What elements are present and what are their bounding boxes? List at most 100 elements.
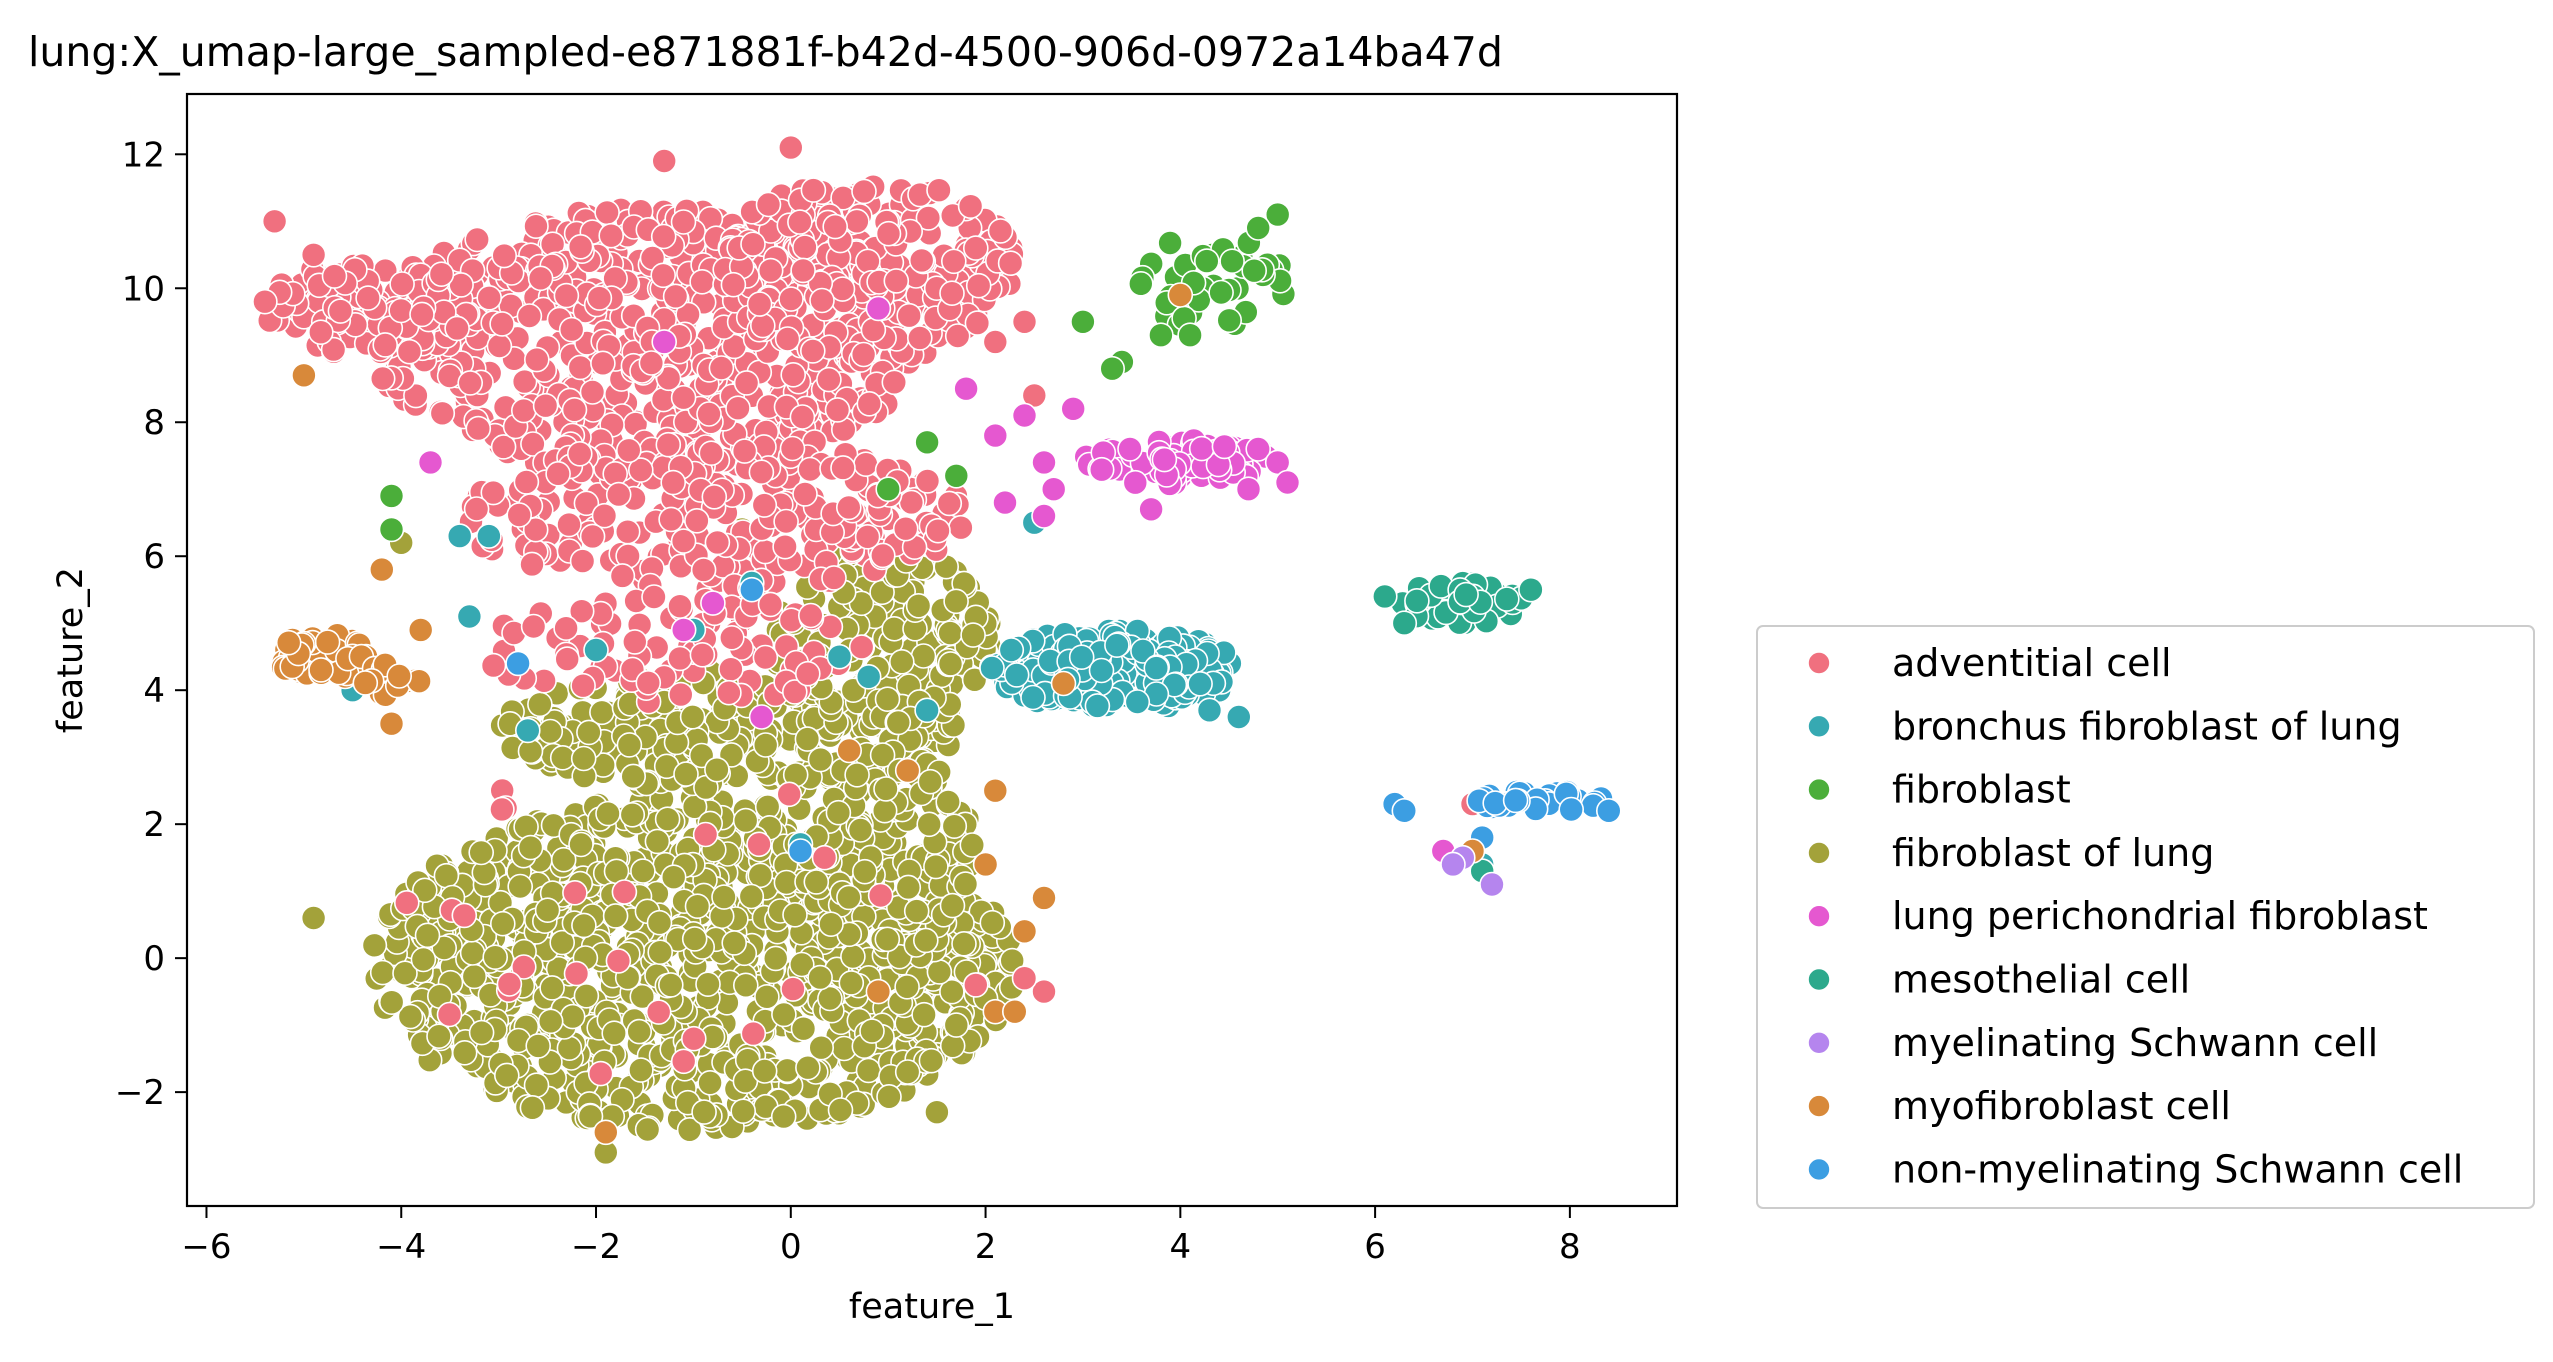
data-point xyxy=(888,648,915,675)
y-axis: −2 0 2 4 6 8 10 12 xyxy=(115,135,187,1113)
data-point xyxy=(388,297,414,324)
data-point xyxy=(446,523,473,549)
data-point xyxy=(647,939,674,966)
data-point xyxy=(389,271,415,297)
data-point xyxy=(355,285,381,311)
data-point xyxy=(615,437,642,464)
data-point xyxy=(1031,503,1057,529)
data-point xyxy=(651,329,678,355)
data-point xyxy=(923,853,949,880)
data-point xyxy=(545,460,571,487)
data-point xyxy=(1128,270,1154,297)
data-point xyxy=(514,717,541,744)
data-point xyxy=(1003,662,1030,688)
x-tick-label: 6 xyxy=(1364,1227,1386,1267)
y-tick-label: 10 xyxy=(122,269,165,309)
data-point xyxy=(660,469,687,496)
data-point xyxy=(667,645,693,672)
data-point xyxy=(361,932,388,959)
data-point xyxy=(948,514,974,541)
data-point xyxy=(732,807,759,834)
data-point xyxy=(916,811,943,838)
data-point xyxy=(782,901,808,928)
data-point xyxy=(999,947,1026,974)
data-point xyxy=(630,858,656,884)
data-point xyxy=(496,971,523,997)
data-point xyxy=(459,940,486,966)
data-point xyxy=(895,874,922,901)
data-point xyxy=(792,481,818,507)
data-point xyxy=(1050,670,1077,697)
data-point xyxy=(314,629,341,655)
data-point xyxy=(691,1099,717,1125)
data-point xyxy=(428,261,455,288)
data-point xyxy=(590,350,616,377)
data-point xyxy=(1011,965,1038,992)
data-point xyxy=(721,930,748,956)
data-point xyxy=(489,910,516,937)
data-point xyxy=(300,242,327,268)
data-point xyxy=(1453,581,1479,608)
data-point xyxy=(386,663,413,689)
data-point xyxy=(1208,279,1234,306)
data-point xyxy=(939,1033,966,1059)
data-point xyxy=(689,641,716,668)
data-point xyxy=(716,679,742,706)
legend-marker xyxy=(1807,714,1831,739)
data-point xyxy=(752,644,779,671)
data-point xyxy=(679,703,706,730)
data-point xyxy=(476,284,503,311)
data-point xyxy=(816,366,842,393)
data-point xyxy=(513,813,539,840)
data-point xyxy=(1245,215,1271,241)
data-point xyxy=(875,476,902,503)
data-point xyxy=(720,271,747,298)
data-point xyxy=(896,302,923,329)
y-tick-label: −2 xyxy=(115,1073,165,1113)
data-point xyxy=(1117,436,1143,462)
data-point xyxy=(1391,797,1418,824)
data-point xyxy=(378,989,405,1016)
data-point xyxy=(939,280,965,307)
data-point xyxy=(855,663,882,690)
data-point xyxy=(436,1001,463,1028)
data-point xyxy=(1241,257,1267,284)
data-point xyxy=(1167,282,1194,308)
data-point xyxy=(777,134,804,161)
data-point xyxy=(771,1001,797,1028)
data-point xyxy=(718,624,745,651)
data-point xyxy=(690,557,717,583)
data-point xyxy=(779,435,806,462)
data-point xyxy=(396,338,423,365)
data-point xyxy=(962,972,989,998)
data-point xyxy=(748,704,775,730)
data-point xyxy=(327,298,354,324)
series-mesothelial-cell xyxy=(1372,570,1544,884)
data-point xyxy=(1518,576,1544,603)
data-point xyxy=(620,763,647,790)
legend-marker xyxy=(1807,1157,1831,1182)
data-point xyxy=(1596,797,1622,824)
data-point xyxy=(684,893,711,920)
data-point xyxy=(506,502,533,528)
data-point xyxy=(757,257,784,284)
data-point xyxy=(818,911,844,938)
data-point xyxy=(520,613,547,640)
data-point xyxy=(959,832,986,858)
legend-label: bronchus fibroblast of lung xyxy=(1892,704,2402,748)
data-point xyxy=(982,422,1009,449)
data-point xyxy=(490,434,517,460)
data-point xyxy=(754,983,780,1010)
x-tick-label: 0 xyxy=(780,1227,802,1267)
data-point xyxy=(397,1003,424,1030)
data-point xyxy=(905,592,932,619)
data-point xyxy=(1187,670,1213,697)
y-tick-label: 4 xyxy=(143,671,165,711)
data-point xyxy=(489,311,515,337)
data-point xyxy=(952,871,979,897)
data-point xyxy=(917,768,944,795)
data-point xyxy=(725,395,751,422)
data-point xyxy=(670,209,697,235)
data-point xyxy=(451,1040,478,1066)
data-point xyxy=(1479,871,1505,898)
